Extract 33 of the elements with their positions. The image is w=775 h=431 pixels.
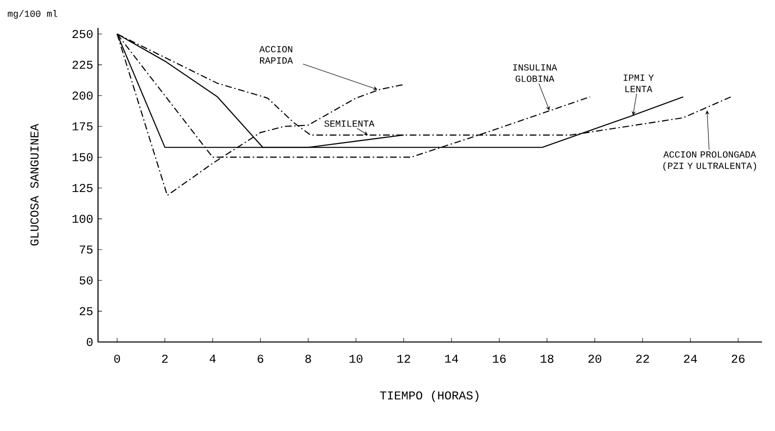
x-tick-label: 16 — [492, 354, 506, 363]
y-tick-label: 25 — [80, 307, 93, 316]
x-axis-title: TIEMPO (HORAS) — [380, 390, 478, 402]
x-tick-label: 10 — [350, 354, 362, 363]
x-tick-label: 22 — [636, 354, 649, 363]
annotation: ACCION PROLONGADA (PZI Y ULTRALENTA) — [663, 151, 756, 171]
x-tick-label: 4 — [210, 354, 216, 363]
y-tick-label: 225 — [72, 60, 93, 69]
y-tick-label: 75 — [80, 246, 93, 254]
x-tick-label: 26 — [732, 354, 745, 363]
y-tick-label: 200 — [72, 92, 93, 100]
annotation: SEMILENTA — [324, 120, 374, 127]
x-tick-label: 0 — [114, 354, 120, 363]
x-tick-label: 24 — [684, 354, 697, 363]
annotation: INSULINA GLOBINA — [513, 64, 558, 82]
x-tick-label: 2 — [162, 354, 168, 363]
y-tick-label: 150 — [72, 153, 93, 162]
x-tick-label: 12 — [397, 354, 410, 363]
y-tick-label: 0 — [86, 338, 93, 346]
x-tick-label: 20 — [588, 354, 602, 363]
x-tick-label: 6 — [258, 354, 264, 363]
y-tick-label: 250 — [72, 30, 93, 38]
annotation: ACCION RAPIDA — [259, 46, 293, 64]
y-tick-label: 100 — [72, 214, 93, 223]
annotation: IPMI Y LENTA — [624, 74, 654, 92]
y-tick-label: 50 — [80, 276, 93, 284]
x-tick-label: 18 — [540, 354, 554, 363]
y-tick-label: 125 — [72, 184, 93, 192]
y-tick-label: 175 — [72, 122, 93, 130]
x-tick-label: 8 — [305, 354, 312, 363]
x-tick-label: 14 — [445, 354, 458, 363]
text: mg/100 ml — [8, 10, 58, 19]
y-axis-title: GLUCOSA SANGUINEA — [30, 124, 39, 246]
